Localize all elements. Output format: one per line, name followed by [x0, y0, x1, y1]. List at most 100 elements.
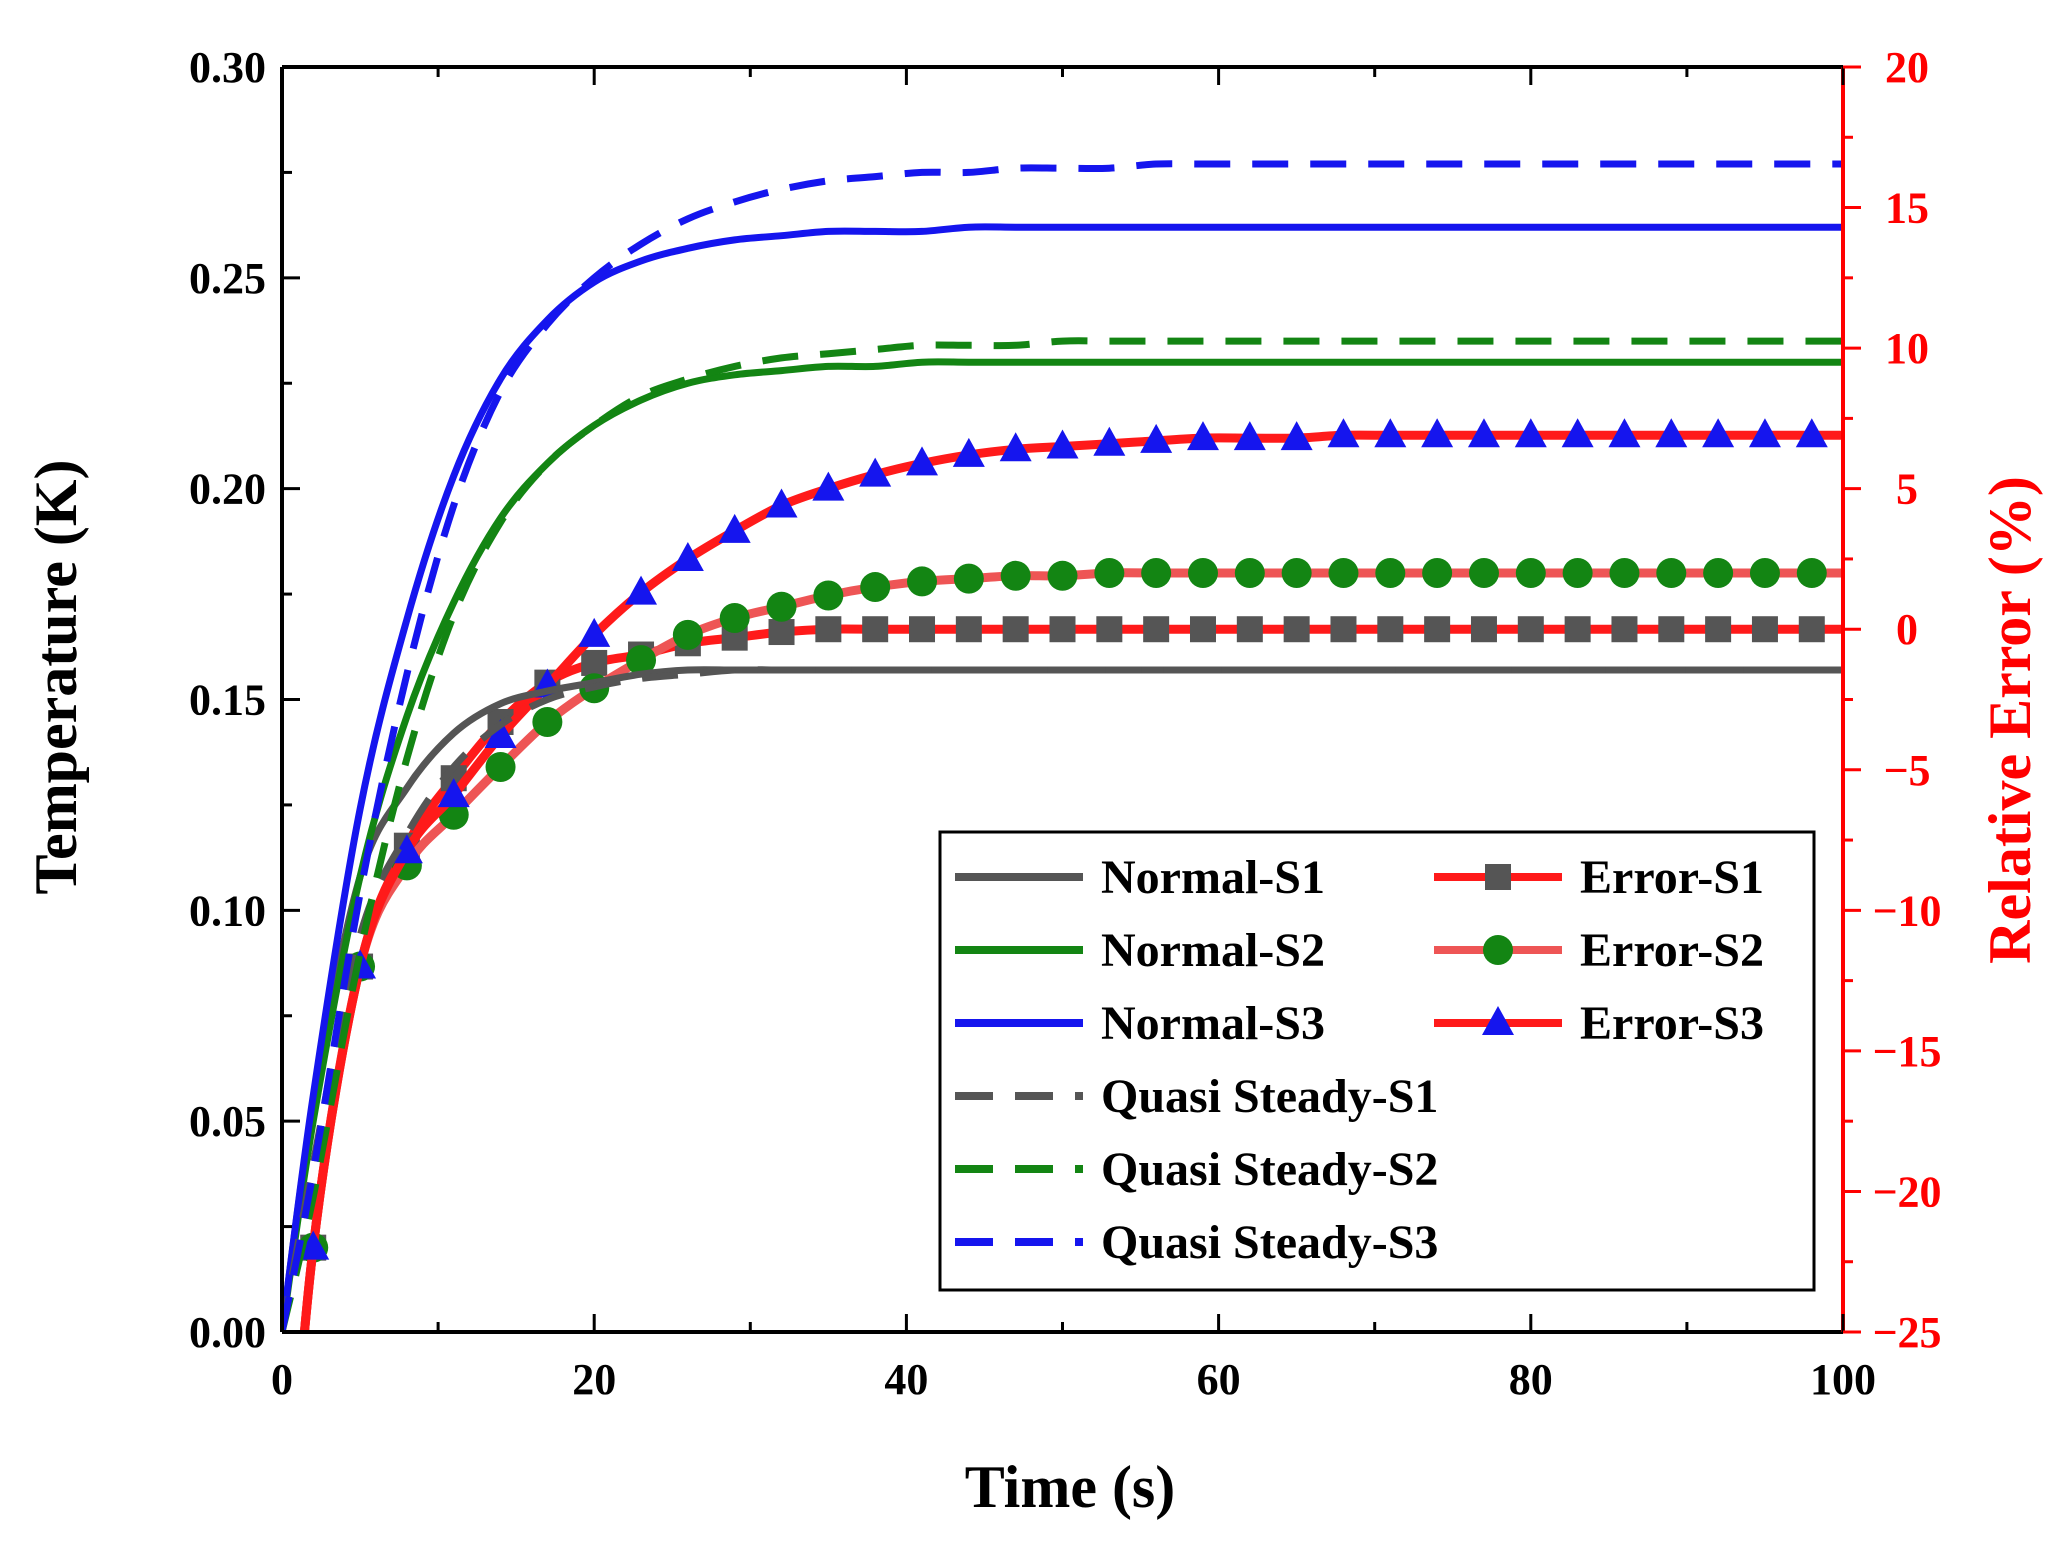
error-s3-point-11	[765, 488, 798, 518]
y-left-tick-label-4: 0.20	[189, 465, 266, 514]
error-s1-point-17	[1049, 616, 1076, 643]
legend-box	[938, 830, 1816, 1292]
legend-error-s2-marker	[1483, 935, 1513, 965]
legend-quasi-steady-s1-label: Quasi Steady-S1	[1101, 1070, 1438, 1123]
legend-error-s2-label: Error-S2	[1580, 924, 1764, 977]
legend-error-s1-marker	[1485, 864, 1511, 890]
error-s2-point-19	[1141, 558, 1172, 588]
error-s1-point-19	[1143, 616, 1170, 643]
error-s1-point-33	[1798, 616, 1825, 643]
error-s3-point-19	[1140, 423, 1173, 453]
legend-quasi-steady-s3-label: Quasi Steady-S3	[1101, 1216, 1438, 1269]
error-s2-point-29	[1609, 558, 1640, 588]
error-s2-point-24	[1375, 558, 1406, 588]
error-s2-point-6	[532, 706, 563, 737]
y-left-tick-label-3: 0.15	[189, 676, 266, 725]
error-s2-point-21	[1234, 558, 1265, 588]
error-s3-point-31	[1702, 418, 1735, 448]
error-s3-point-33	[1795, 418, 1828, 448]
legend-error-s3-label: Error-S3	[1580, 997, 1764, 1050]
error-s2-point-15	[953, 563, 984, 594]
error-s3-point-18	[1093, 426, 1126, 456]
error-s1-point-32	[1751, 616, 1778, 643]
error-s2-point-27	[1515, 558, 1546, 588]
error-s1-point-23	[1330, 616, 1357, 643]
error-s2-point-32	[1749, 558, 1780, 588]
quasi-steady-s1-line	[282, 666, 1843, 1332]
error-s1-point-13	[862, 616, 889, 643]
error-s1-point-29	[1611, 616, 1638, 643]
y-right-tick-label-0: −25	[1872, 1308, 1941, 1357]
error-s2-point-33	[1796, 558, 1827, 588]
y-right-tick-label-2: −15	[1872, 1027, 1941, 1076]
error-s3-point-15	[952, 437, 985, 467]
legend-normal-s1-label: Normal-S1	[1101, 851, 1325, 904]
y-left-tick-label-5: 0.25	[189, 254, 266, 303]
error-s2-point-25	[1422, 558, 1453, 588]
legend-normal-s3-label: Normal-S3	[1101, 997, 1325, 1050]
error-s3-point-16	[999, 432, 1032, 462]
error-s3-point-4	[437, 778, 470, 808]
x-tick-label-100: 100	[1810, 1355, 1876, 1404]
y-right-tick-label-1: −20	[1872, 1167, 1941, 1216]
legend-normal-s2-label: Normal-S2	[1101, 924, 1325, 977]
series-layer	[282, 160, 1843, 1332]
error-s3-point-20	[1186, 421, 1219, 451]
error-s2-point-8	[626, 645, 657, 676]
error-s3-point-27	[1514, 418, 1547, 448]
plot-series	[282, 160, 1843, 1332]
normal-s2-line	[282, 358, 1843, 1332]
error-s2-point-10	[719, 602, 750, 633]
y-right-tick-label-5: 0	[1896, 605, 1918, 654]
error-s2-point-14	[907, 566, 938, 597]
error-s1-point-30	[1658, 616, 1685, 643]
y-right-tick-label-7: 10	[1885, 324, 1929, 373]
error-s3-point-14	[906, 446, 939, 476]
y-axis-right-title: Relative Error (%)	[1977, 476, 2043, 964]
error-s2-point-18	[1094, 558, 1125, 588]
y-left-tick-label-2: 0.10	[189, 886, 266, 935]
error-s3-point-3	[390, 834, 423, 864]
error-s1-point-24	[1377, 616, 1404, 643]
error-s3-point-26	[1467, 418, 1500, 448]
error-s1-point-15	[955, 616, 982, 643]
error-s2-point-9	[672, 619, 703, 650]
x-tick-label-40: 40	[884, 1355, 928, 1404]
y-right-tick-label-4: −5	[1883, 746, 1930, 795]
error-s2-point-5	[485, 751, 516, 782]
x-tick-label-20: 20	[572, 1355, 616, 1404]
x-tick-label-80: 80	[1509, 1355, 1553, 1404]
y-right-tick-label-8: 15	[1885, 184, 1929, 233]
error-s3-point-30	[1655, 418, 1688, 448]
error-s3-point-22	[1280, 421, 1313, 451]
error-s3-point-12	[812, 471, 845, 501]
y-right-tick-label-6: 5	[1896, 465, 1918, 514]
error-s3-point-23	[1327, 418, 1360, 448]
axes-layer: 0 20 40 60 80 1000.000.050.100.150.200.250.30…	[189, 43, 1942, 1404]
error-s3-point-29	[1608, 418, 1641, 448]
y-right-tick-label-9: 20	[1885, 43, 1929, 92]
error-s2-point-20	[1187, 558, 1218, 588]
error-s3-point-17	[1046, 429, 1079, 459]
error-s2-point-16	[1000, 560, 1031, 591]
x-tick-label-60: 60	[1197, 1355, 1241, 1404]
error-s1-point-21	[1236, 616, 1263, 643]
error-s1-point-7	[581, 649, 608, 676]
error-s1-point-25	[1424, 616, 1451, 643]
error-s2-point-26	[1468, 558, 1499, 588]
legend: Normal-S1 Normal-S2 Normal-S3 Quasi Steady-…	[938, 830, 1816, 1292]
legend-error-s1-label: Error-S1	[1580, 851, 1764, 904]
x-tick-label-0: 0	[271, 1355, 293, 1404]
error-s2-point-13	[860, 572, 891, 603]
error-s1-point-12	[815, 616, 842, 643]
error-s1-point-28	[1564, 616, 1591, 643]
legend-quasi-steady-s2-label: Quasi Steady-S2	[1101, 1143, 1438, 1196]
error-s2-point-31	[1703, 558, 1734, 588]
legend-error-s3-marker	[1482, 1006, 1514, 1035]
error-s3-point-21	[1233, 421, 1266, 451]
x-axis-title: Time (s)	[965, 1454, 1176, 1520]
error-s2-point-28	[1562, 558, 1593, 588]
error-s3-point-28	[1561, 418, 1594, 448]
normal-s3-line	[282, 223, 1843, 1332]
error-s2-point-11	[766, 591, 797, 622]
